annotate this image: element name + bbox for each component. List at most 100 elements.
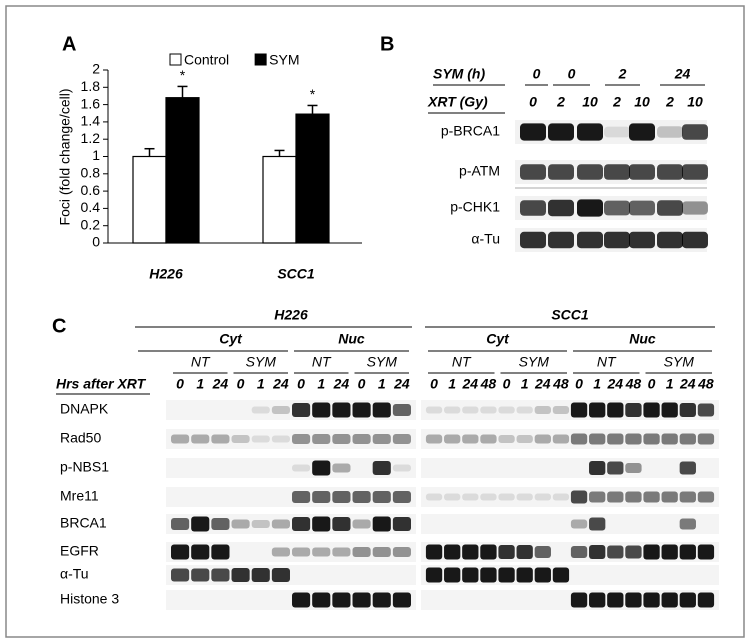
band [352, 491, 371, 503]
time: 0 [297, 376, 305, 392]
blot-background [421, 458, 719, 478]
band [607, 402, 624, 418]
band [661, 491, 678, 503]
header-value: 0 [533, 66, 541, 82]
time: 1 [257, 376, 265, 392]
y-tick-label: 0.6 [81, 182, 101, 198]
band [372, 491, 391, 503]
blot-label: p-ATM [459, 163, 500, 179]
band [332, 463, 351, 473]
time: 24 [534, 376, 551, 392]
band [332, 517, 351, 531]
blot-label: Histone 3 [60, 591, 119, 607]
blot-background [166, 429, 416, 449]
band [570, 490, 588, 504]
band [548, 123, 574, 141]
band [570, 519, 588, 529]
band [171, 434, 190, 444]
band [498, 567, 515, 583]
blot-background [421, 514, 719, 534]
band [425, 544, 443, 560]
band [570, 592, 588, 608]
band [480, 544, 497, 560]
blot-label: EGFR [60, 543, 99, 559]
band [520, 164, 546, 180]
band [444, 406, 461, 414]
band [516, 406, 533, 414]
y-tick-label: 0.8 [81, 165, 101, 181]
blot-label: Rad50 [60, 430, 101, 446]
band [292, 491, 311, 503]
header-value: 2 [612, 94, 621, 110]
band [480, 434, 497, 444]
band [657, 200, 683, 216]
band [570, 433, 588, 445]
band [520, 123, 546, 141]
band [271, 406, 290, 414]
band [625, 491, 642, 503]
band [679, 544, 696, 560]
time: 24 [679, 376, 696, 392]
band [271, 547, 290, 557]
blot-label: p-NBS1 [60, 459, 109, 475]
cell-line: SCC1 [551, 307, 589, 323]
blot-background [166, 458, 416, 478]
header-value: 2 [618, 66, 627, 82]
time: 48 [625, 376, 642, 392]
band [312, 592, 331, 608]
band [589, 592, 606, 608]
band [462, 567, 479, 583]
band [211, 518, 230, 530]
band [392, 491, 411, 503]
y-tick-label: 1.2 [81, 130, 101, 146]
band [643, 402, 660, 418]
band [444, 493, 461, 501]
band [657, 231, 683, 249]
blot-label: p-BRCA1 [441, 123, 500, 139]
significance: * [180, 67, 186, 83]
band [425, 406, 443, 414]
x-tick-label: H226 [149, 266, 183, 282]
band [589, 491, 606, 503]
band [697, 592, 715, 608]
band [332, 491, 351, 503]
band [679, 518, 696, 530]
band [516, 545, 533, 559]
y-tick-label: 1.6 [81, 95, 101, 111]
band [425, 567, 443, 583]
treatment: SYM [246, 354, 277, 370]
band [520, 200, 546, 216]
band [607, 433, 624, 445]
time: 1 [317, 376, 325, 392]
band [548, 231, 574, 249]
band [498, 435, 515, 443]
band [444, 567, 461, 583]
fraction: Cyt [219, 331, 243, 347]
band [682, 164, 708, 180]
band [682, 124, 708, 140]
band [570, 402, 588, 418]
band [589, 517, 606, 531]
band [697, 544, 715, 560]
band [211, 568, 230, 582]
band [231, 568, 250, 582]
band [607, 491, 624, 503]
band [462, 493, 479, 501]
y-tick-label: 0.2 [81, 216, 101, 232]
band [392, 434, 411, 444]
treatment: NT [597, 354, 617, 370]
band [679, 491, 696, 503]
band [604, 231, 630, 249]
band [643, 433, 660, 445]
y-tick-label: 1.4 [81, 113, 101, 129]
band [577, 231, 603, 249]
band [629, 231, 655, 249]
panel-label: A [62, 33, 76, 55]
band [292, 547, 311, 557]
time: 1 [521, 376, 529, 392]
band [625, 403, 642, 417]
band [312, 402, 331, 418]
band [372, 547, 391, 557]
fraction: Nuc [629, 331, 656, 347]
bar [132, 155, 167, 244]
